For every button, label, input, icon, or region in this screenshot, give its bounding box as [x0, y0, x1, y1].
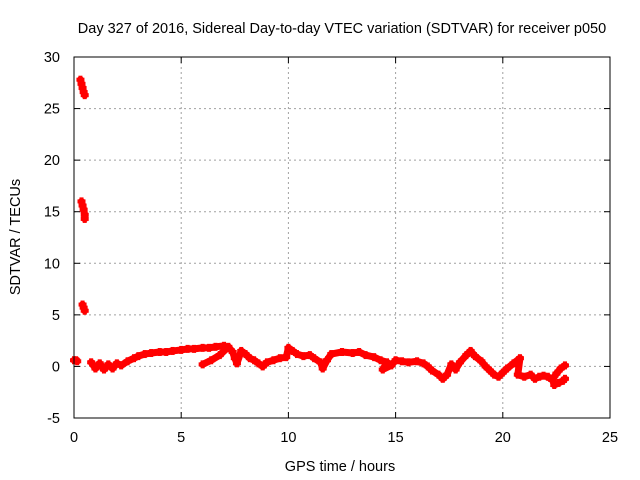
- y-tick-label: 10: [44, 256, 60, 272]
- data-point-band: [557, 361, 569, 372]
- x-tick-label: 0: [70, 430, 78, 446]
- chart-title: Day 327 of 2016, Sidereal Day-to-day VTE…: [78, 21, 606, 37]
- y-tick-label: 5: [52, 308, 60, 324]
- y-tick-label: 25: [44, 102, 60, 118]
- plot-frame: [73, 56, 611, 419]
- y-tick-label: 15: [44, 205, 60, 221]
- y-axis-label: SDTVAR / TECUs: [8, 179, 24, 295]
- axis-ticks: 0 5 10 15 20 25 -5 0 5 10 15 20 25 30: [44, 50, 618, 446]
- data-series: [70, 75, 569, 389]
- grid-lines: [74, 57, 610, 418]
- y-tick-label: 30: [44, 50, 60, 66]
- x-tick-label: 15: [388, 430, 404, 446]
- data-point-band: [559, 375, 569, 385]
- x-tick-label: 25: [602, 430, 618, 446]
- y-tick-label: 0: [52, 359, 60, 375]
- x-tick-label: 20: [495, 430, 511, 446]
- data-point-band: [80, 304, 89, 315]
- x-tick-label: 10: [280, 430, 296, 446]
- y-tick-label: 20: [44, 153, 60, 169]
- x-axis-label: GPS time / hours: [285, 459, 395, 475]
- data-point-band: [72, 356, 81, 365]
- y-tick-label: -5: [47, 411, 60, 427]
- data-point-band: [212, 342, 228, 351]
- x-tick-label: 5: [177, 430, 185, 446]
- data-point-band: [80, 88, 89, 99]
